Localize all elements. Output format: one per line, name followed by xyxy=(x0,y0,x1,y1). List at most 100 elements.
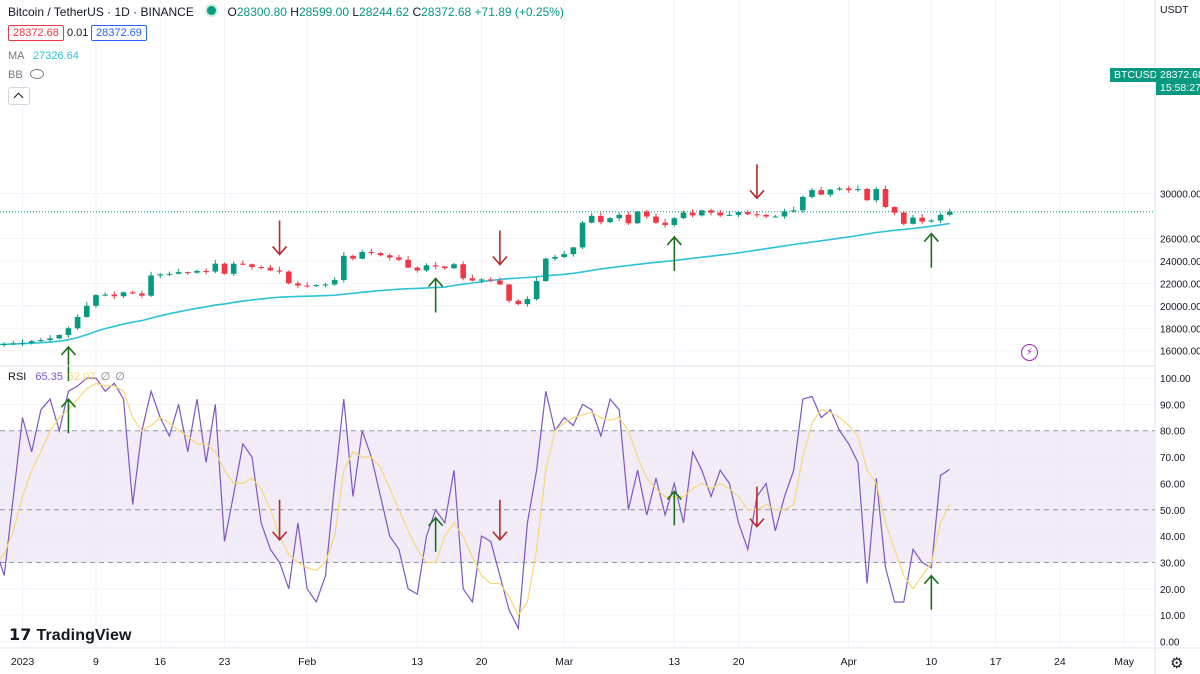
buy-button[interactable]: 28372.69 xyxy=(91,25,147,41)
candle-body xyxy=(543,258,549,282)
candle-body xyxy=(616,214,623,219)
candle-body xyxy=(891,206,898,213)
candle-body xyxy=(331,279,338,285)
buy-signal-arrow xyxy=(923,232,939,268)
candle-body xyxy=(84,305,90,318)
arrow-head xyxy=(60,345,77,356)
rsi-tick-label: 10.00 xyxy=(1160,611,1185,622)
candle-body xyxy=(946,211,953,215)
candle-body xyxy=(689,212,696,216)
candle-body xyxy=(65,328,72,335)
candle-body xyxy=(625,214,632,224)
signal-arrows xyxy=(60,164,939,610)
candle-body xyxy=(423,265,430,271)
candle-body xyxy=(120,292,127,297)
candle-body xyxy=(175,272,182,274)
candle-body xyxy=(588,215,595,223)
candle-body xyxy=(359,251,365,259)
price-tick-label: 24000.00 xyxy=(1160,257,1200,268)
candle-body xyxy=(497,280,503,285)
candle-body xyxy=(258,267,265,269)
candle-body xyxy=(882,189,889,207)
tradingview-logo[interactable]: 17 TradingView xyxy=(9,625,132,644)
candle-body xyxy=(699,210,705,216)
candle-body xyxy=(579,222,586,248)
candle-body xyxy=(230,263,237,274)
candle-body xyxy=(249,264,255,268)
rsi-tick-label: 100.00 xyxy=(1160,374,1191,385)
candle-body xyxy=(634,211,641,224)
candle-body xyxy=(341,255,347,280)
candle-body xyxy=(386,255,393,258)
rsi-line xyxy=(0,377,951,631)
candle-body xyxy=(827,189,834,195)
sell-signal-arrow xyxy=(749,164,765,200)
rsi-band-fill xyxy=(0,430,1155,563)
rsi-band xyxy=(0,430,1155,563)
candle-body xyxy=(295,283,301,286)
candle-body xyxy=(772,216,779,218)
rsi-tick-label: 90.00 xyxy=(1160,400,1185,411)
price-tick-label: 16000.00 xyxy=(1160,347,1200,358)
currency-label[interactable]: USDT xyxy=(1160,4,1189,16)
candle-body xyxy=(598,215,604,223)
candle-body xyxy=(396,257,402,260)
candle-body xyxy=(570,247,577,255)
spread-value: 0.01 xyxy=(67,27,89,39)
x-tick-label: 20 xyxy=(476,656,488,668)
candle-body xyxy=(818,190,824,195)
x-tick-label: 23 xyxy=(219,656,231,668)
tv-logo-icon: 17 xyxy=(9,625,32,644)
candle-body xyxy=(754,214,760,216)
rsi-buy-signal-arrow xyxy=(666,490,682,526)
rsi-tick-label: 80.00 xyxy=(1160,427,1185,438)
eye-crossed-icon[interactable] xyxy=(29,69,44,79)
price-tick-label: 26000.00 xyxy=(1160,234,1200,245)
candle-body xyxy=(10,343,17,345)
rsi-tick-label: 0.00 xyxy=(1160,638,1180,649)
price-tick-label: 20000.00 xyxy=(1160,302,1200,313)
candle-body xyxy=(442,266,448,269)
x-tick-label: Apr xyxy=(841,656,858,668)
candle-body xyxy=(744,212,751,215)
candle-body xyxy=(350,255,356,259)
arrow-head xyxy=(60,398,77,408)
candle-body xyxy=(836,188,843,190)
candle-body xyxy=(240,263,246,265)
candle-body xyxy=(800,196,806,211)
rsi-tick-label: 70.00 xyxy=(1160,453,1185,464)
candle-body xyxy=(47,338,53,341)
candle-body xyxy=(735,212,742,215)
candle-body xyxy=(671,218,678,225)
buy-signal-arrow xyxy=(60,345,77,381)
ma-legend[interactable]: MA 27326.64 xyxy=(8,50,79,62)
candle-body xyxy=(166,273,173,275)
candle-body xyxy=(809,190,815,197)
candle-body xyxy=(533,281,540,300)
arrow-head xyxy=(923,232,939,243)
sell-signal-arrow xyxy=(492,230,508,266)
arrow-head xyxy=(271,245,288,256)
x-tick-label: 13 xyxy=(668,656,680,668)
flash-icon[interactable]: ⚡ xyxy=(1021,344,1038,361)
sell-button[interactable]: 28372.68 xyxy=(8,25,64,41)
collapse-legend-button[interactable] xyxy=(8,87,30,105)
rsi-tick-label: 50.00 xyxy=(1160,506,1185,517)
rsi-legend[interactable]: RSI 65.35 52.07 ∅ ∅ xyxy=(8,371,125,383)
rsi-tick-label: 60.00 xyxy=(1160,479,1185,490)
candle-body xyxy=(864,189,870,201)
symbol-legend[interactable]: Bitcoin / TetherUS · 1D · BINANCE O28300… xyxy=(8,4,564,19)
candle-body xyxy=(129,292,136,294)
x-tick-label: Mar xyxy=(555,656,574,668)
bb-legend[interactable]: BB xyxy=(8,69,44,81)
arrow-head xyxy=(923,574,939,585)
candle-body xyxy=(717,212,724,216)
symbol-title[interactable]: Bitcoin / TetherUS · 1D · BINANCE xyxy=(8,5,194,19)
candle-body xyxy=(285,271,292,284)
candle-body xyxy=(111,294,118,297)
moving-average-line xyxy=(0,222,950,346)
arrow-head xyxy=(666,490,682,500)
candle-body xyxy=(855,189,861,191)
settings-gear-icon[interactable]: ⚙ xyxy=(1170,654,1184,672)
